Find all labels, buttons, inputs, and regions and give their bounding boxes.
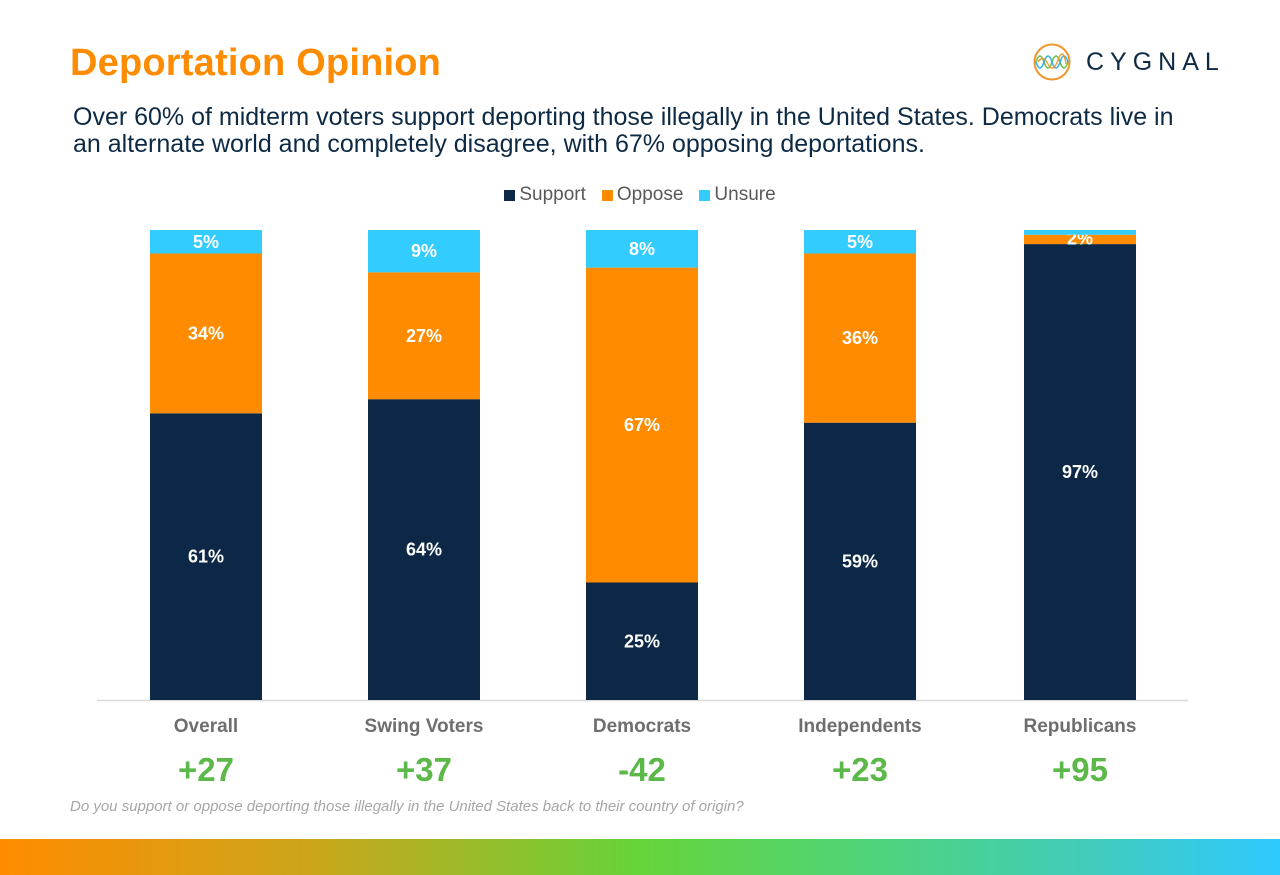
bar-segment-unsure-swing-voters [368, 230, 480, 273]
net-score-label: +23 [832, 751, 888, 788]
data-label-support: 97% [1062, 462, 1098, 482]
bar-segment-unsure-independents [804, 230, 916, 254]
data-label-unsure: 5% [847, 232, 873, 252]
data-label-oppose: 67% [624, 415, 660, 435]
bar-segment-oppose-independents [804, 253, 916, 423]
category-label: Republicans [1024, 716, 1137, 737]
bar-segment-oppose-republicans [1024, 234, 1136, 245]
data-label-support: 59% [842, 551, 878, 571]
wave-circle-icon [1033, 43, 1071, 81]
bar-segment-oppose-democrats [586, 267, 698, 583]
page-subtitle: Over 60% of midterm voters support depor… [73, 103, 1174, 158]
cygnal-logo: CYGNAL [1032, 42, 1225, 82]
bar-segment-support-swing-voters [368, 399, 480, 700]
data-label-unsure: 5% [193, 232, 219, 252]
legend-item-oppose: Oppose [601, 184, 684, 206]
data-label-unsure: 8% [629, 239, 655, 259]
bar-segment-oppose-swing-voters [368, 272, 480, 400]
survey-question-footnote: Do you support or oppose deporting those… [70, 798, 744, 815]
legend-swatch-support [504, 189, 516, 201]
net-score-label: +37 [396, 751, 452, 788]
category-label: Swing Voters [365, 716, 484, 737]
data-label-support: 64% [406, 540, 442, 560]
gradient-footer-bar [0, 839, 1280, 875]
bar-segment-support-independents [804, 422, 916, 700]
net-score-label: +95 [1052, 751, 1108, 788]
chart-legend: Support Oppose Unsure [0, 184, 1280, 206]
category-label: Democrats [593, 716, 691, 737]
data-label-oppose: 36% [842, 328, 878, 348]
legend-item-unsure: Unsure [699, 184, 776, 206]
bar-segment-unsure-overall [150, 230, 262, 254]
net-score-label: +27 [178, 751, 234, 788]
bar-segment-support-democrats [586, 582, 698, 700]
legend-swatch-oppose [601, 189, 613, 201]
data-label-support: 25% [624, 631, 660, 651]
bar-segment-unsure-republicans [1024, 230, 1136, 235]
bar-segment-oppose-overall [150, 253, 262, 414]
bar-segment-support-republicans [1024, 244, 1136, 700]
logo-text: CYGNAL [1086, 47, 1225, 76]
legend-label-support: Support [519, 184, 586, 205]
data-label-unsure: 9% [411, 241, 437, 261]
legend-label-oppose: Oppose [616, 184, 684, 205]
category-label: Overall [174, 716, 238, 737]
legend-item-support: Support [504, 184, 586, 206]
data-label-oppose: 27% [406, 326, 442, 346]
net-score-label: -42 [618, 751, 666, 788]
stacked-bar-chart: 61% 34% 5% Overall +27 64% 27% 9% Swing Voters +3… [97, 229, 1188, 788]
bar-segment-unsure-democrats [586, 230, 698, 268]
data-label-support: 61% [188, 547, 224, 567]
page-title: Deportation Opinion [70, 42, 442, 84]
legend-swatch-unsure [699, 189, 711, 201]
legend-label-unsure: Unsure [714, 184, 776, 205]
data-label-oppose: 34% [188, 323, 224, 343]
bar-segment-support-overall [150, 413, 262, 700]
category-label: Independents [798, 716, 922, 737]
